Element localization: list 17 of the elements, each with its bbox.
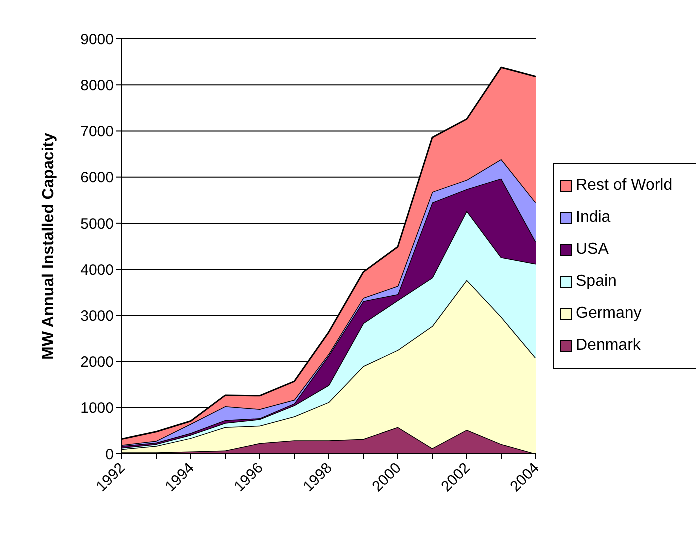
y-tick-label: 0 <box>106 446 114 464</box>
y-tick-label: 8000 <box>80 77 114 94</box>
legend-label: USA <box>576 241 609 259</box>
y-tick-label: 3000 <box>80 308 114 325</box>
y-axis-title: MW Annual Installed Capacity <box>40 132 58 360</box>
y-tick-label: 7000 <box>80 124 114 141</box>
legend-label: India <box>576 209 611 227</box>
legend-label: Germany <box>576 305 642 323</box>
legend-label: Denmark <box>576 337 641 355</box>
y-tick-label: 1000 <box>80 400 114 418</box>
y-tick-label: 5000 <box>80 216 114 233</box>
legend-label: Rest of World <box>576 177 673 195</box>
y-tick-label: 6000 <box>80 170 114 187</box>
y-tick-label: 4000 <box>80 262 114 279</box>
legend-label: Spain <box>576 273 617 291</box>
y-tick-label: 9000 <box>80 31 114 48</box>
y-tick-label: 2000 <box>80 354 114 372</box>
